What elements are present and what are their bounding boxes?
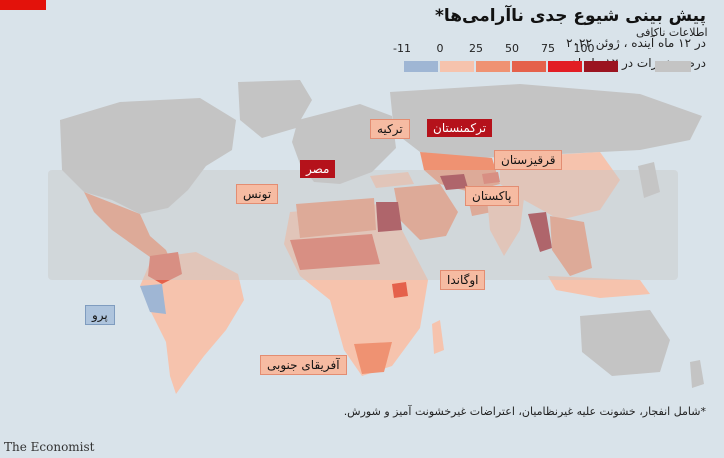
legend-insufficient-label: اطلاعات ناکافی xyxy=(636,26,708,39)
callout-turkey: ترکیه xyxy=(370,119,410,139)
watermark-band xyxy=(48,170,678,280)
callout-kyrgyzstan: قرقیزستان xyxy=(494,150,563,170)
turkey-region xyxy=(370,172,414,188)
callout-turkmenistan: ترکمنستان xyxy=(427,119,493,137)
southeast-asia-region xyxy=(550,216,592,276)
legend-swatch-50-75 xyxy=(512,61,546,72)
kyrgyzstan-region xyxy=(482,172,500,184)
new-zealand-landmass xyxy=(690,360,704,388)
legend-tick: 100 xyxy=(573,42,595,55)
sahel-region xyxy=(290,234,380,270)
north-america-landmass xyxy=(60,98,236,214)
legend-insufficient-swatch xyxy=(655,61,691,72)
subtitle-period: در ۱۲ ماه آینده ، ژوئن ۲۰۲۲ xyxy=(566,36,706,50)
legend-swatch-0-25 xyxy=(440,61,474,72)
russia-landmass xyxy=(390,84,702,158)
callout-tunisia: تونس xyxy=(236,184,279,204)
brazil-region xyxy=(170,274,242,324)
japan-region xyxy=(638,162,660,198)
uganda-region xyxy=(392,282,408,298)
peru-region xyxy=(140,284,166,314)
middle-east-region xyxy=(394,184,458,240)
turkmenistan-region xyxy=(440,174,468,190)
central-asia-region xyxy=(420,152,500,192)
madagascar-region xyxy=(432,320,444,354)
legend-swatch-negative xyxy=(404,61,438,72)
legend-swatch-25-50 xyxy=(476,61,510,72)
myanmar-region xyxy=(528,212,552,252)
colombia-venezuela-region xyxy=(148,252,182,284)
footnote: *شامل انفجار، خشونت علیه غیرنظامیان، اعت… xyxy=(343,405,706,418)
legend-tick: 75 xyxy=(541,42,555,55)
callout-uganda: اوگاندا xyxy=(440,270,486,290)
indonesia-region xyxy=(548,276,650,298)
source-credit: The Economist xyxy=(4,440,95,454)
greenland-landmass xyxy=(238,80,312,138)
callout-pakistan: پاکستان xyxy=(465,186,519,206)
legend-tick: -11 xyxy=(393,42,411,55)
legend-tick: 0 xyxy=(436,42,444,55)
callout-south-africa: آفریقای جنوبی xyxy=(260,355,347,375)
chart-title: پیش بینی شیوع جدی ناآرامی‌ها* xyxy=(434,6,706,26)
egypt-region xyxy=(376,202,402,232)
callout-egypt: مصر xyxy=(300,160,336,178)
legend-swatch-75-100 xyxy=(548,61,582,72)
legend-swatch-100-plus xyxy=(584,61,618,72)
australia-landmass xyxy=(580,310,670,376)
legend-tick: 50 xyxy=(505,42,519,55)
mexico-central-america-landmass xyxy=(84,192,172,264)
south-africa-region xyxy=(354,342,392,374)
callout-peru: پرو xyxy=(85,305,115,325)
north-africa-region xyxy=(296,198,376,238)
legend-tick: 25 xyxy=(469,42,483,55)
economist-red-tag xyxy=(0,0,46,10)
color-legend: -11 0 25 50 75 100 xyxy=(393,42,620,76)
